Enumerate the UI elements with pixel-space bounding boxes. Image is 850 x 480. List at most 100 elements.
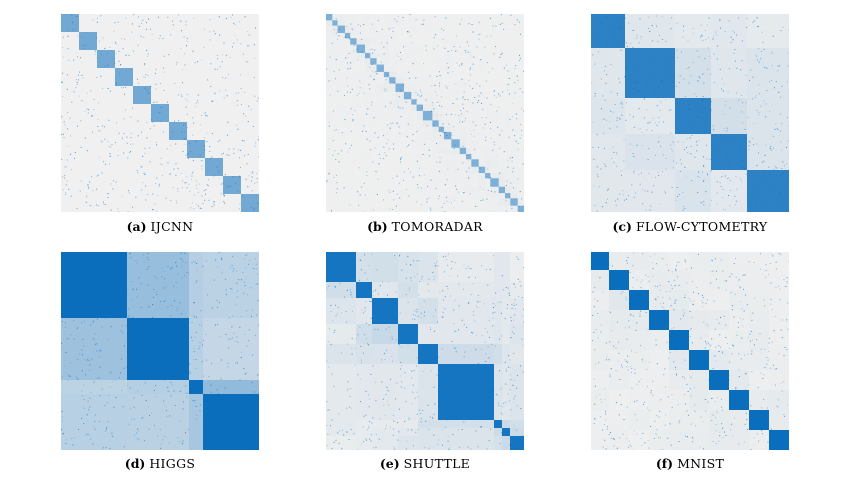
speckle <box>438 71 440 73</box>
speckle <box>593 378 595 380</box>
off-diagonal-block <box>398 344 418 364</box>
off-diagonal-block <box>499 198 505 205</box>
diagonal-block <box>189 380 203 394</box>
speckle <box>121 38 123 40</box>
speckle <box>470 448 472 450</box>
speckle <box>606 42 608 44</box>
off-diagonal-block <box>365 14 370 20</box>
speckle <box>137 172 139 174</box>
speckle <box>176 63 178 65</box>
off-diagonal-block <box>711 98 747 134</box>
off-diagonal-block <box>609 410 629 430</box>
speckle <box>476 46 478 48</box>
speckle <box>152 209 154 210</box>
speckle <box>606 74 608 76</box>
off-diagonal-block <box>370 105 376 111</box>
speckle <box>501 275 503 277</box>
speckle <box>684 261 686 263</box>
speckle <box>195 281 197 283</box>
speckle <box>669 351 671 353</box>
off-diagonal-block <box>396 120 404 126</box>
speckle <box>770 282 772 284</box>
speckle <box>345 407 347 409</box>
off-diagonal-block <box>326 26 332 33</box>
off-diagonal-block <box>411 72 416 77</box>
speckle <box>350 23 352 25</box>
speckle <box>77 359 79 360</box>
speckle <box>698 253 699 255</box>
speckle <box>121 325 123 327</box>
speckle <box>147 259 149 261</box>
speckle <box>700 201 702 203</box>
off-diagonal-block <box>151 158 169 176</box>
off-diagonal-block <box>689 370 709 390</box>
speckle <box>756 109 758 111</box>
speckle <box>185 385 187 387</box>
speckle <box>734 417 736 419</box>
speckle <box>248 175 250 177</box>
speckle <box>621 366 623 368</box>
speckle <box>451 364 453 366</box>
off-diagonal-block <box>377 173 384 178</box>
speckle <box>713 82 715 83</box>
speckle <box>756 433 758 435</box>
speckle <box>698 76 700 78</box>
speckle <box>436 95 438 97</box>
speckle <box>473 129 475 131</box>
speckle <box>178 94 180 96</box>
diagonal-block <box>403 91 412 100</box>
speckle <box>64 326 66 328</box>
off-diagonal-block <box>396 33 404 38</box>
speckle <box>632 277 634 279</box>
speckle <box>627 257 629 258</box>
speckle <box>171 131 173 133</box>
off-diagonal-block <box>205 104 223 122</box>
off-diagonal-block <box>370 148 376 154</box>
speckle <box>700 36 702 38</box>
speckle <box>599 394 601 396</box>
speckle <box>199 324 201 326</box>
off-diagonal-block <box>729 330 749 350</box>
off-diagonal-block <box>61 318 127 380</box>
speckle <box>492 318 494 319</box>
speckle <box>428 447 430 449</box>
off-diagonal-block <box>460 206 466 212</box>
speckle <box>515 304 517 306</box>
off-diagonal-block <box>411 198 416 205</box>
speckle <box>673 361 675 363</box>
speckle <box>181 265 183 267</box>
speckle <box>213 201 215 203</box>
speckle <box>99 349 101 351</box>
speckle <box>175 261 177 263</box>
speckle <box>216 68 218 70</box>
speckle <box>618 40 620 42</box>
speckle <box>648 148 650 150</box>
speckle <box>661 257 663 259</box>
off-diagonal-block <box>471 132 478 139</box>
speckle <box>240 448 242 450</box>
speckle <box>195 203 197 205</box>
speckle <box>426 201 428 203</box>
off-diagonal-block <box>499 105 505 111</box>
off-diagonal-block <box>326 364 356 420</box>
diagonal-block <box>411 99 417 105</box>
speckle <box>435 91 437 93</box>
speckle <box>604 388 606 390</box>
off-diagonal-block <box>485 65 490 72</box>
speckle <box>195 406 197 407</box>
speckle <box>377 136 379 138</box>
speckle <box>492 25 494 27</box>
speckle <box>435 261 437 263</box>
off-diagonal-block <box>350 20 356 25</box>
speckle <box>469 55 471 57</box>
speckle <box>405 101 407 103</box>
speckle <box>602 446 604 448</box>
speckle <box>634 369 636 370</box>
speckle <box>451 341 453 342</box>
off-diagonal-block <box>332 38 337 44</box>
speckle <box>393 446 395 448</box>
speckle <box>211 101 213 102</box>
speckle <box>201 325 202 327</box>
speckle <box>474 97 476 98</box>
speckle <box>111 271 113 273</box>
